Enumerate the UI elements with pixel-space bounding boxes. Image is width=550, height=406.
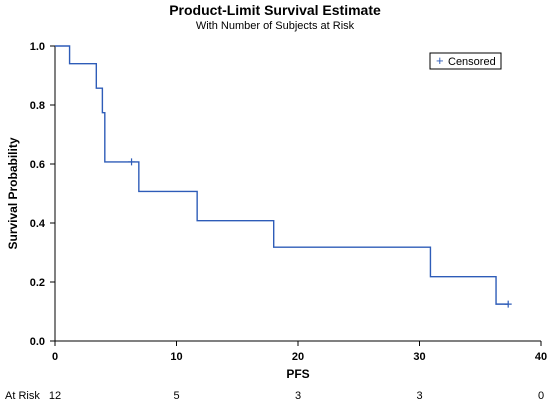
y-tick-label: 0.6	[30, 159, 45, 171]
legend-censored-label: Censored	[448, 56, 496, 68]
plot-area	[55, 45, 512, 308]
censored-marker	[128, 158, 136, 166]
y-tick-label: 0.2	[30, 277, 45, 289]
legend-censored-marker: +	[436, 53, 444, 68]
at-risk-count: 5	[173, 390, 179, 402]
y-axis-label: Survival Probability	[6, 137, 20, 249]
chart-title: Product-Limit Survival Estimate	[169, 2, 381, 18]
x-tick-label: 10	[170, 351, 182, 363]
survival-step-line	[55, 45, 509, 305]
axes: 0.0 0.2 0.4 0.6 0.8 1.0 0 10 20 30 40 PFS Survival P…	[6, 41, 547, 381]
y-tick-label: 0.4	[30, 218, 46, 230]
x-axis-label: PFS	[286, 367, 309, 381]
x-tick-label: 20	[292, 351, 304, 363]
censored-marker	[504, 300, 512, 308]
legend: + Censored	[429, 52, 502, 70]
at-risk-count: 12	[49, 390, 61, 402]
x-tick-label: 0	[52, 351, 58, 363]
at-risk-count: 3	[416, 390, 422, 402]
at-risk-count: 0	[538, 390, 544, 402]
at-risk-table: At Risk 12 5 3 3 0	[5, 390, 544, 402]
chart-subtitle: With Number of Subjects at Risk	[195, 20, 355, 32]
y-tick-label: 0.0	[30, 336, 45, 348]
y-tick-label: 1.0	[30, 41, 45, 53]
at-risk-count: 3	[295, 390, 301, 402]
legend-box	[429, 52, 502, 70]
at-risk-label: At Risk	[5, 390, 40, 402]
y-tick-label: 0.8	[30, 100, 45, 112]
x-tick-label: 40	[535, 351, 547, 363]
x-tick-label: 30	[413, 351, 425, 363]
